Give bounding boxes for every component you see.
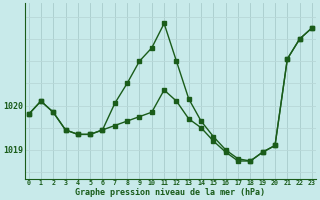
X-axis label: Graphe pression niveau de la mer (hPa): Graphe pression niveau de la mer (hPa) [75, 188, 265, 197]
